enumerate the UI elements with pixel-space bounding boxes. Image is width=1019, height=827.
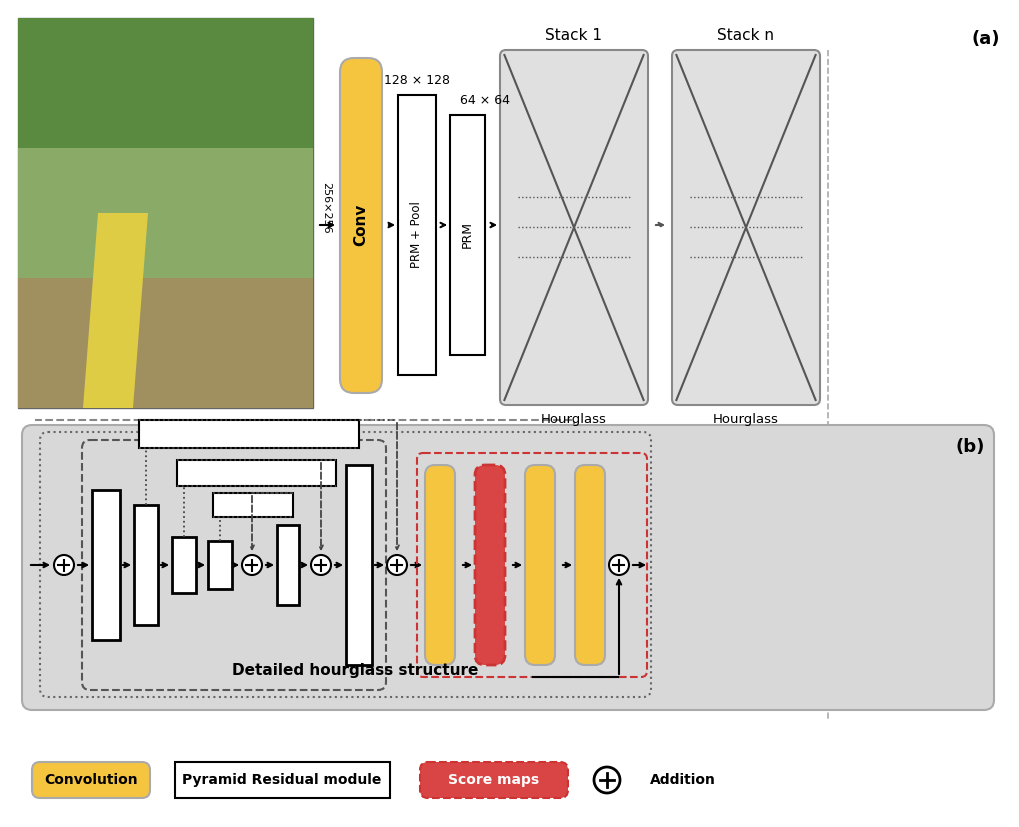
FancyBboxPatch shape bbox=[672, 50, 819, 405]
Circle shape bbox=[242, 555, 262, 575]
Text: Detailed hourglass structure: Detailed hourglass structure bbox=[231, 663, 478, 678]
FancyBboxPatch shape bbox=[339, 58, 382, 393]
Bar bbox=[213, 493, 292, 517]
Text: Addition: Addition bbox=[649, 773, 715, 787]
Circle shape bbox=[608, 555, 629, 575]
Bar bbox=[345, 465, 372, 665]
Bar bbox=[18, 18, 313, 408]
Bar bbox=[18, 18, 313, 148]
Bar bbox=[133, 505, 158, 625]
Text: (a): (a) bbox=[970, 30, 999, 48]
Polygon shape bbox=[83, 213, 148, 408]
Text: Hourglass: Hourglass bbox=[540, 413, 606, 426]
Bar bbox=[139, 420, 359, 448]
Circle shape bbox=[386, 555, 407, 575]
Text: 256×256: 256×256 bbox=[321, 182, 331, 234]
Text: Hourglass: Hourglass bbox=[712, 413, 779, 426]
Text: Convolution: Convolution bbox=[44, 773, 138, 787]
Text: Conv: Conv bbox=[354, 203, 368, 246]
Bar bbox=[449, 115, 484, 355]
Bar bbox=[18, 278, 313, 408]
FancyBboxPatch shape bbox=[32, 762, 150, 798]
Bar bbox=[177, 460, 335, 486]
Text: 64 × 64: 64 × 64 bbox=[460, 94, 510, 107]
Bar bbox=[175, 762, 389, 798]
Circle shape bbox=[311, 555, 331, 575]
Text: Pyramid Residual module: Pyramid Residual module bbox=[182, 773, 381, 787]
Bar bbox=[18, 148, 313, 278]
FancyBboxPatch shape bbox=[499, 50, 647, 405]
Bar bbox=[92, 490, 120, 640]
FancyBboxPatch shape bbox=[525, 465, 554, 665]
FancyBboxPatch shape bbox=[420, 762, 568, 798]
Text: Stack n: Stack n bbox=[716, 28, 773, 44]
Bar bbox=[397, 95, 435, 375]
Text: PRM: PRM bbox=[460, 222, 473, 248]
FancyBboxPatch shape bbox=[575, 465, 604, 665]
Text: PRM + Pool: PRM + Pool bbox=[410, 202, 423, 269]
Circle shape bbox=[54, 555, 74, 575]
Text: Score maps: Score maps bbox=[448, 773, 539, 787]
Text: Stack 1: Stack 1 bbox=[545, 28, 602, 44]
Bar bbox=[172, 537, 196, 593]
Text: (b): (b) bbox=[955, 438, 984, 456]
FancyBboxPatch shape bbox=[425, 465, 454, 665]
Bar bbox=[208, 541, 231, 589]
Bar bbox=[277, 525, 299, 605]
Circle shape bbox=[593, 767, 620, 793]
FancyBboxPatch shape bbox=[22, 425, 994, 710]
FancyBboxPatch shape bbox=[475, 465, 504, 665]
Text: 128 × 128: 128 × 128 bbox=[383, 74, 449, 87]
